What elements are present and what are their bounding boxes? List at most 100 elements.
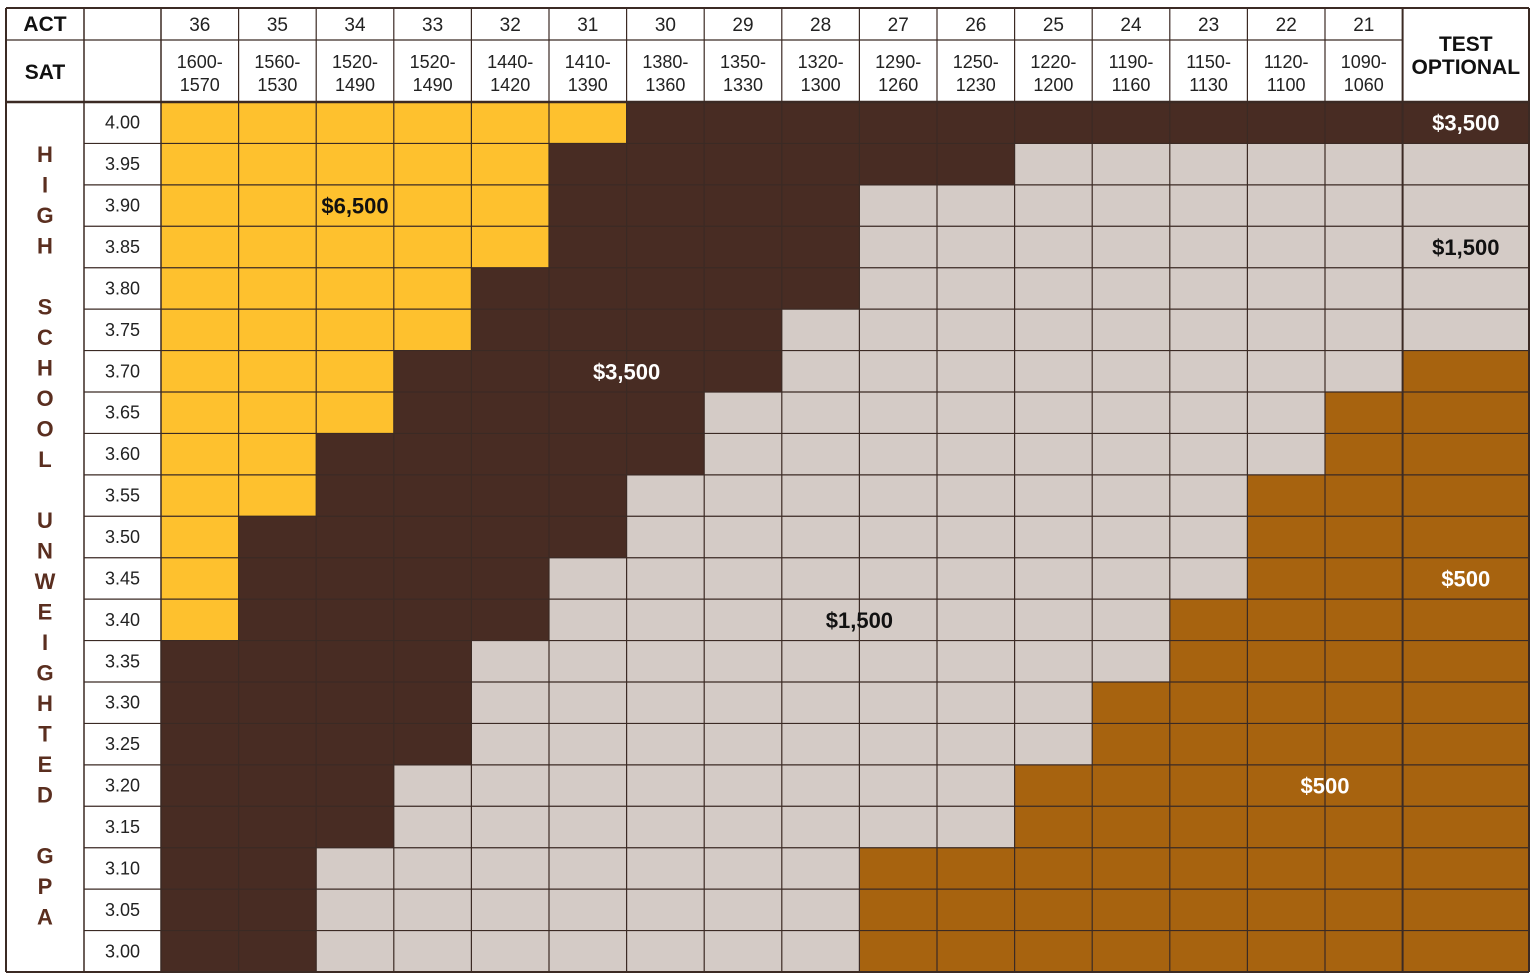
test-optional-cell bbox=[1402, 433, 1529, 475]
award-cell bbox=[393, 102, 472, 144]
award-cell bbox=[859, 764, 937, 807]
award-cell bbox=[316, 806, 394, 848]
sat-range-bottom: 1490 bbox=[413, 75, 453, 95]
award-cell bbox=[626, 723, 705, 765]
award-cell bbox=[316, 102, 394, 144]
award-cell bbox=[161, 847, 239, 890]
award-cell bbox=[704, 433, 782, 475]
award-cell bbox=[238, 640, 317, 682]
award-cell bbox=[1325, 847, 1403, 890]
test-optional-cell bbox=[1402, 184, 1529, 227]
award-cell bbox=[393, 764, 472, 807]
side-label-letter: E bbox=[38, 600, 53, 625]
award-cell bbox=[626, 889, 705, 931]
test-optional-cell bbox=[1402, 806, 1529, 848]
award-cell bbox=[238, 102, 317, 144]
award-cell bbox=[316, 392, 394, 434]
award-cell bbox=[549, 557, 627, 600]
award-cell bbox=[1169, 682, 1248, 724]
award-cell bbox=[626, 764, 705, 807]
award-cell bbox=[1014, 267, 1093, 310]
award-cell bbox=[161, 682, 239, 724]
award-cell bbox=[471, 682, 549, 724]
award-cell bbox=[781, 764, 860, 807]
test-optional-award-label: $3,500 bbox=[1432, 111, 1499, 136]
side-label-letter: G bbox=[36, 661, 53, 686]
award-cell bbox=[781, 433, 860, 475]
award-cell bbox=[1014, 640, 1093, 682]
gpa-label: 3.85 bbox=[105, 237, 140, 257]
award-cell bbox=[393, 143, 472, 185]
test-optional-header-line2: OPTIONAL bbox=[1412, 56, 1521, 79]
test-optional-cell bbox=[1402, 640, 1529, 682]
award-cell bbox=[1169, 930, 1248, 972]
award-cell bbox=[471, 309, 549, 351]
sat-range-top: 1380- bbox=[642, 52, 688, 72]
sat-range-top: 1560- bbox=[254, 52, 300, 72]
act-score: 30 bbox=[655, 15, 676, 36]
award-cell bbox=[161, 309, 239, 351]
gpa-label: 3.50 bbox=[105, 527, 140, 547]
award-cell bbox=[1247, 930, 1325, 972]
award-cell bbox=[626, 143, 705, 185]
side-label-letter: G bbox=[36, 844, 53, 869]
award-cell bbox=[316, 764, 394, 807]
act-score: 36 bbox=[189, 15, 210, 36]
sat-range-bottom: 1230 bbox=[956, 75, 996, 95]
award-cell bbox=[1325, 889, 1403, 931]
sat-range-bottom: 1160 bbox=[1112, 75, 1151, 95]
sat-range-bottom: 1100 bbox=[1267, 75, 1306, 95]
award-cell bbox=[781, 143, 860, 185]
side-label-letter: U bbox=[37, 508, 53, 533]
sat-range-bottom: 1060 bbox=[1344, 75, 1384, 95]
award-cell bbox=[1247, 184, 1325, 227]
award-cell bbox=[316, 723, 394, 765]
award-cell bbox=[937, 267, 1015, 310]
award-cell bbox=[549, 474, 627, 517]
award-cell bbox=[549, 889, 627, 931]
award-cell bbox=[1247, 764, 1325, 807]
gpa-label: 3.95 bbox=[105, 154, 140, 174]
award-cell bbox=[859, 516, 937, 558]
award-cell bbox=[1325, 184, 1403, 227]
award-cell bbox=[937, 516, 1015, 558]
sat-range-bottom: 1420 bbox=[490, 75, 530, 95]
award-cell bbox=[626, 226, 705, 268]
award-cell bbox=[1092, 930, 1170, 972]
act-score: 25 bbox=[1043, 15, 1064, 36]
award-cell bbox=[316, 930, 394, 972]
award-cell bbox=[704, 309, 782, 351]
test-optional-cell bbox=[1402, 143, 1529, 185]
award-cell bbox=[549, 516, 627, 558]
sat-range-top: 1220- bbox=[1030, 52, 1076, 72]
test-optional-cell bbox=[1402, 474, 1529, 517]
award-cell bbox=[781, 350, 860, 392]
act-score: 32 bbox=[500, 15, 521, 36]
award-cell bbox=[1014, 764, 1093, 807]
test-optional-cell bbox=[1402, 102, 1529, 144]
award-cell bbox=[1014, 723, 1093, 765]
side-label-letter: I bbox=[42, 173, 48, 198]
sat-range-top: 1520- bbox=[410, 52, 456, 72]
gpa-label: 3.80 bbox=[105, 278, 140, 298]
gpa-label: 3.90 bbox=[105, 196, 140, 216]
award-cell bbox=[471, 102, 549, 144]
side-label-letter: E bbox=[38, 752, 53, 777]
award-cell bbox=[1247, 599, 1325, 641]
award-cell bbox=[393, 350, 472, 392]
test-optional-cell bbox=[1402, 682, 1529, 724]
award-cell bbox=[859, 557, 937, 600]
award-cell bbox=[393, 847, 472, 890]
award-cell bbox=[1325, 392, 1403, 434]
award-amount-label: $6,500 bbox=[321, 194, 388, 219]
award-cell bbox=[238, 226, 317, 268]
act-score: 31 bbox=[577, 15, 598, 36]
award-cell bbox=[161, 723, 239, 765]
award-cell bbox=[1092, 557, 1170, 600]
award-cell bbox=[937, 640, 1015, 682]
sat-range-top: 1190- bbox=[1109, 52, 1154, 72]
award-cell bbox=[1247, 102, 1325, 144]
award-cell bbox=[316, 682, 394, 724]
award-cell bbox=[704, 516, 782, 558]
award-cell bbox=[1325, 143, 1403, 185]
